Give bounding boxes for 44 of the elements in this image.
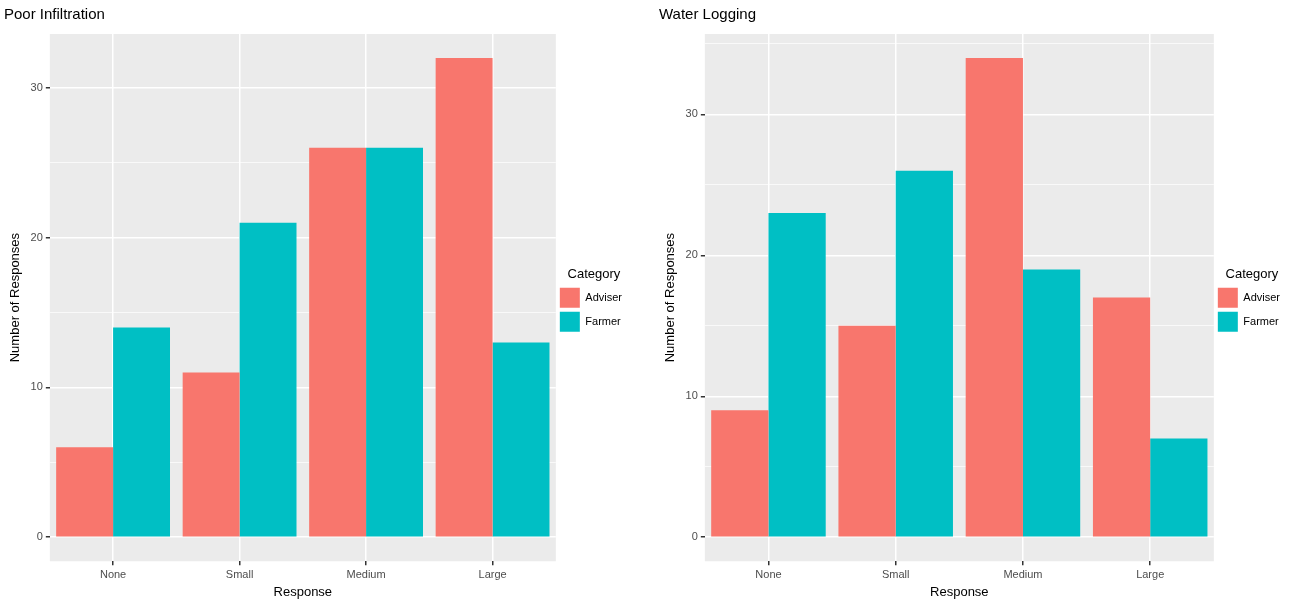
bar: [1022, 269, 1081, 537]
y-tick-label: 30: [685, 107, 698, 120]
x-tick-label: None: [755, 567, 782, 580]
x-tick-label: Large: [1136, 567, 1165, 580]
bar: [711, 410, 769, 537]
x-tick-label: Medium: [346, 567, 386, 580]
bar: [768, 213, 826, 537]
x-tick-label: Small: [881, 567, 910, 580]
y-tick-label: 10: [685, 389, 698, 402]
x-tick-label: Medium: [1003, 567, 1043, 580]
y-tick-label: 20: [685, 248, 698, 261]
bar: [239, 222, 297, 537]
chart-title: Poor Infiltration: [4, 5, 105, 23]
bar: [1092, 297, 1151, 537]
y-tick-label: 0: [691, 530, 698, 543]
bar: [435, 57, 493, 537]
bar: [492, 342, 550, 537]
legend-label: Adviser: [1243, 290, 1281, 303]
y-tick-label: 10: [30, 380, 43, 393]
legend-title: Category: [1225, 266, 1279, 282]
legend-label: Farmer: [585, 314, 622, 327]
bar: [366, 147, 423, 537]
y-tick-label: 20: [30, 230, 43, 243]
x-tick-label: None: [99, 567, 127, 580]
y-axis-title: Number of Responses: [662, 232, 678, 363]
x-axis-title: Response: [930, 583, 989, 599]
bar: [838, 325, 896, 537]
bar: [56, 447, 114, 537]
bar: [113, 327, 171, 537]
x-tick-label: Large: [478, 567, 507, 580]
bar: [895, 170, 953, 537]
y-tick-label: 30: [30, 80, 43, 93]
y-tick-label: 0: [36, 530, 43, 543]
bar: [965, 57, 1023, 537]
x-axis-title: Response: [273, 583, 333, 599]
legend-label: Farmer: [1243, 314, 1280, 327]
x-tick-label: Small: [225, 567, 254, 580]
legend-label: Adviser: [585, 290, 623, 303]
bar: [182, 372, 240, 537]
chart-title: Water Logging: [659, 5, 757, 23]
legend-title: Category: [567, 266, 621, 282]
bar: [1150, 438, 1208, 537]
y-axis-title: Number of Responses: [7, 232, 23, 363]
bar: [309, 147, 367, 537]
